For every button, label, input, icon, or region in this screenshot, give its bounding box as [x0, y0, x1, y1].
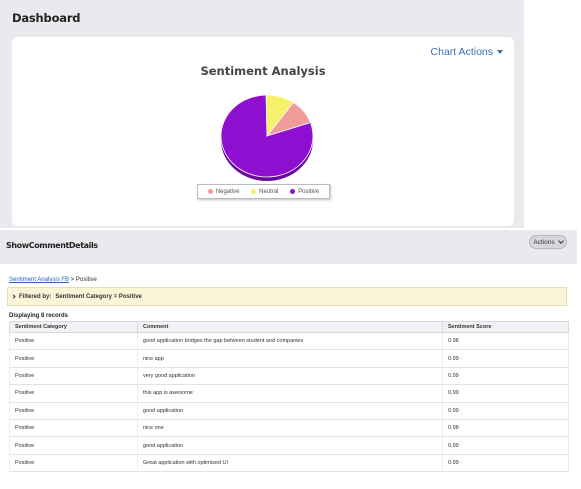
cell-comment: nice app: [137, 349, 443, 368]
cell-comment: this app is awesome: [137, 384, 443, 403]
details-header: ShowCommentDetails Actions: [0, 230, 577, 264]
table-row[interactable]: Positive very good application 0.99: [9, 367, 569, 386]
column-header-sentiment-category[interactable]: Sentiment Category: [9, 321, 138, 333]
actions-label: Actions: [533, 238, 555, 246]
cell-sentiment-score: 0.99: [442, 367, 569, 386]
dashboard-panel: Dashboard Chart Actions Sentiment Analys…: [0, 0, 524, 228]
comment-details-panel: ShowCommentDetails Actions Sentiment Ana…: [0, 230, 577, 489]
table-header-row: Sentiment Category Comment Sentiment Sco…: [9, 321, 569, 333]
cell-sentiment-category: Positive: [9, 454, 138, 473]
cell-sentiment-score: 0.99: [442, 384, 569, 403]
cell-sentiment-category: Positive: [9, 402, 138, 420]
pie-slice-positive[interactable]: [220, 94, 314, 178]
caret-down-icon: [497, 50, 503, 54]
cell-sentiment-score: 0.99: [442, 402, 569, 420]
filter-bar[interactable]: Filtered by: Sentiment Category = Positi…: [7, 287, 567, 306]
legend-label: Negative: [215, 188, 240, 195]
actions-button[interactable]: Actions: [529, 235, 567, 249]
table-row[interactable]: Positive nice one 0.98: [9, 419, 569, 438]
legend-dot-icon: [290, 189, 296, 194]
cell-sentiment-score: 0.98: [442, 332, 569, 351]
breadcrumb-current: > Positive: [70, 277, 97, 283]
legend-dot-icon: [251, 189, 257, 194]
chart-actions-label: Chart Actions: [430, 46, 493, 58]
legend-label: Positive: [298, 188, 320, 195]
cell-sentiment-category: Positive: [9, 419, 138, 438]
chart-title: Sentiment Analysis: [200, 64, 326, 78]
cell-comment: Great application with optimised UI: [137, 454, 443, 473]
pie-chart[interactable]: [217, 94, 317, 186]
column-header-sentiment-score[interactable]: Sentiment Score: [442, 321, 569, 333]
table-row[interactable]: Positive this app is awesome 0.99: [9, 384, 569, 403]
pie-slice-neutral[interactable]: [265, 94, 294, 138]
chart-card: Chart Actions Sentiment Analysis Negativ…: [12, 37, 514, 226]
filter-prefix: Filtered by:: [19, 293, 52, 300]
dashboard-title: Dashboard: [12, 11, 81, 25]
table-row[interactable]: Positive good application bridges the gap…: [9, 332, 569, 351]
cell-sentiment-score: 0.98: [442, 419, 569, 438]
legend-item-positive[interactable]: Positive: [290, 189, 319, 195]
breadcrumb-link[interactable]: Sentiment Analysis FB: [9, 277, 70, 283]
cell-sentiment-score: 0.99: [442, 349, 569, 368]
table-row[interactable]: Positive good application 0.99: [9, 436, 569, 455]
cell-sentiment-category: Positive: [9, 367, 138, 386]
cell-sentiment-score: 0.99: [442, 454, 569, 473]
breadcrumb: Sentiment Analysis FB > Positive: [9, 277, 97, 283]
table-row[interactable]: Positive Great application with optimised…: [9, 454, 569, 473]
chevron-right-icon: [11, 294, 16, 299]
cell-sentiment-score: 0.99: [442, 436, 569, 455]
cell-comment: very good application: [137, 367, 443, 386]
comments-table: Sentiment Category Comment Sentiment Sco…: [9, 321, 569, 473]
table-row[interactable]: Positive nice app 0.99: [9, 349, 569, 368]
legend-item-negative[interactable]: Negative: [207, 188, 240, 195]
chart-legend: Negative Neutral Positive: [197, 184, 330, 199]
cell-comment: nice one: [137, 419, 443, 438]
cell-sentiment-category: Positive: [9, 436, 138, 455]
cell-sentiment-category: Positive: [9, 332, 138, 351]
legend-dot-icon: [207, 189, 213, 194]
cell-comment: good application: [137, 436, 443, 455]
cell-comment: good application bridges the gap between…: [137, 332, 443, 351]
record-count: Displaying 8 records: [9, 313, 69, 319]
table-row[interactable]: Positive good application 0.99: [9, 402, 569, 420]
legend-label: Neutral: [259, 188, 279, 195]
cell-comment: good application: [137, 402, 443, 420]
details-title: ShowCommentDetails: [6, 241, 98, 250]
legend-item-neutral[interactable]: Neutral: [251, 189, 278, 195]
filter-text: Sentiment Category = Positive: [55, 293, 142, 300]
cell-sentiment-category: Positive: [9, 349, 138, 368]
cell-sentiment-category: Positive: [9, 384, 138, 403]
chart-actions-button[interactable]: Chart Actions: [431, 46, 503, 58]
chevron-down-icon: [557, 238, 564, 244]
column-header-comment[interactable]: Comment: [137, 321, 443, 333]
